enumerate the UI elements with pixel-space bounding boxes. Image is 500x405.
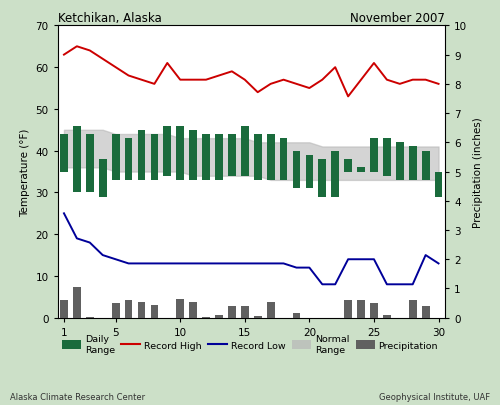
Bar — [241, 306, 248, 318]
Bar — [86, 134, 94, 193]
Bar — [254, 134, 262, 181]
Bar — [292, 151, 300, 189]
Bar — [73, 126, 81, 193]
Bar — [396, 143, 404, 181]
Bar — [422, 151, 430, 181]
Bar — [112, 303, 120, 318]
Bar — [383, 315, 391, 318]
Bar — [228, 134, 236, 176]
Bar — [370, 139, 378, 172]
Bar — [228, 306, 236, 318]
Bar — [99, 160, 106, 197]
Bar — [176, 126, 184, 181]
Bar — [383, 139, 391, 176]
Bar — [332, 151, 339, 197]
Bar — [73, 287, 81, 318]
Bar — [138, 130, 145, 181]
Bar — [60, 301, 68, 318]
Bar — [164, 126, 171, 176]
Y-axis label: Temperature (°F): Temperature (°F) — [20, 128, 30, 216]
Legend: Daily
Range, Record High, Record Low, Normal
Range, Precipitation: Daily Range, Record High, Record Low, No… — [62, 335, 438, 354]
Bar — [150, 305, 158, 318]
Bar — [344, 160, 352, 172]
Bar — [357, 168, 365, 172]
Bar — [124, 139, 132, 181]
Bar — [202, 134, 210, 181]
Bar — [112, 134, 120, 181]
Bar — [344, 301, 352, 318]
Bar — [434, 172, 442, 197]
Bar — [254, 316, 262, 318]
Bar — [60, 134, 68, 172]
Bar — [280, 139, 287, 181]
Text: Geophysical Institute, UAF: Geophysical Institute, UAF — [379, 392, 490, 401]
Bar — [215, 315, 223, 318]
Bar — [176, 299, 184, 318]
Bar — [409, 147, 416, 181]
Bar — [422, 306, 430, 318]
Bar — [267, 134, 274, 181]
Bar — [138, 302, 145, 318]
Bar — [370, 303, 378, 318]
Bar — [150, 134, 158, 181]
Bar — [318, 160, 326, 197]
Bar — [267, 302, 274, 318]
Bar — [124, 301, 132, 318]
Text: Alaska Climate Research Center: Alaska Climate Research Center — [10, 392, 145, 401]
Y-axis label: Precipitation (inches): Precipitation (inches) — [472, 117, 482, 227]
Bar — [306, 156, 313, 189]
Text: November 2007: November 2007 — [350, 12, 445, 25]
Bar — [357, 301, 365, 318]
Bar — [215, 134, 223, 181]
Bar — [189, 302, 197, 318]
Text: Ketchikan, Alaska: Ketchikan, Alaska — [58, 12, 161, 25]
Bar — [409, 301, 416, 318]
Bar — [241, 126, 248, 176]
Bar — [292, 313, 300, 318]
Bar — [189, 130, 197, 181]
